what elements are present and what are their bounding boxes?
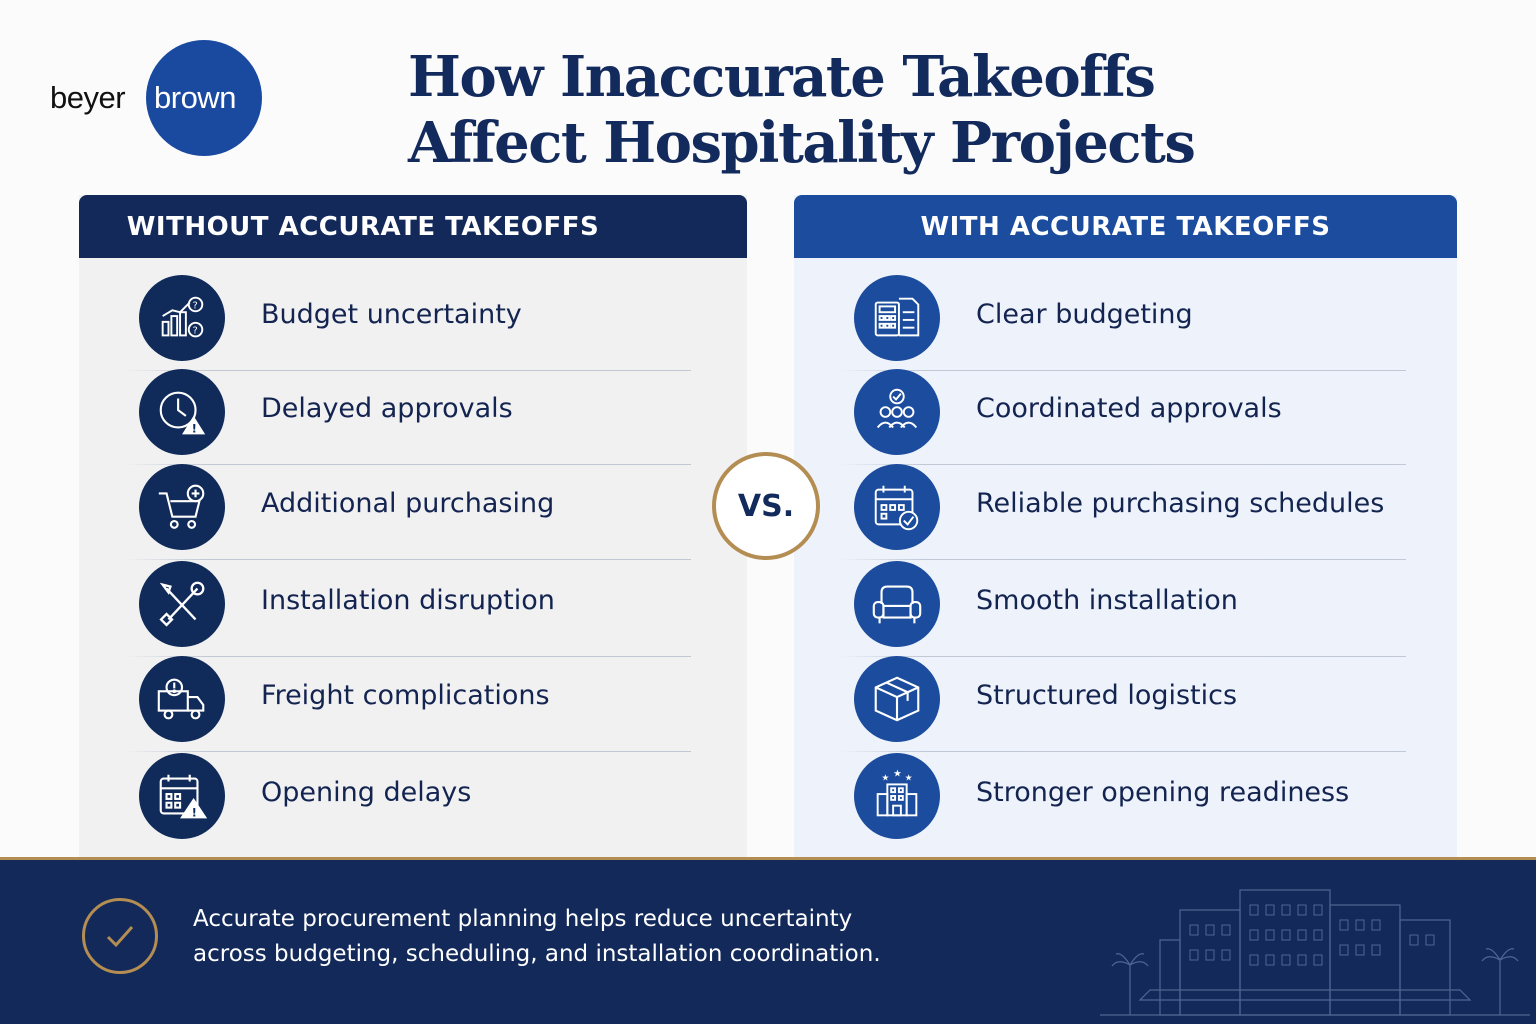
cart-plus-icon xyxy=(139,464,225,550)
svg-text:?: ? xyxy=(193,325,198,336)
list-item-label: Opening delays xyxy=(261,777,472,808)
list-item-structured-logistics: Structured logistics xyxy=(838,656,1406,752)
list-item-coordinated-approvals: Coordinated approvals xyxy=(838,369,1406,465)
calendar-check-icon xyxy=(854,464,940,550)
svg-text:★: ★ xyxy=(893,769,902,780)
list-item-label: Clear budgeting xyxy=(976,299,1193,330)
list-item-label: Coordinated approvals xyxy=(976,393,1282,424)
svg-text:?: ? xyxy=(193,300,198,311)
row-divider xyxy=(123,464,691,465)
box-icon xyxy=(854,656,940,742)
row-divider xyxy=(838,370,1406,371)
page-title: How Inaccurate Takeoffs Affect Hospitali… xyxy=(408,44,1308,176)
list-item-additional-purchasing: Additional purchasing xyxy=(123,464,691,560)
list-item-freight-complications: Freight complications xyxy=(123,656,691,752)
list-item-opening-delays: ! Opening delays xyxy=(123,753,691,849)
list-item-label: Installation disruption xyxy=(261,585,555,616)
list-item-label: Structured logistics xyxy=(976,680,1238,711)
hotel-stars-icon: ★ ★ ★ xyxy=(854,753,940,839)
armchair-icon xyxy=(854,561,940,647)
row-divider xyxy=(838,656,1406,657)
wrench-screwdriver-icon xyxy=(139,561,225,647)
list-item-smooth-installation: Smooth installation xyxy=(838,561,1406,657)
logo-circle xyxy=(146,40,262,156)
svg-text:!: ! xyxy=(192,805,197,819)
without-takeoffs-panel: WITHOUT ACCURATE TAKEOFFS ? ? Budget unc… xyxy=(79,195,747,857)
row-divider xyxy=(123,370,691,371)
svg-text:!: ! xyxy=(192,421,197,435)
vs-badge: VS. xyxy=(712,452,820,560)
row-divider xyxy=(123,656,691,657)
chart-question-icon: ? ? xyxy=(139,275,225,361)
row-divider xyxy=(123,559,691,560)
list-item-opening-readiness: ★ ★ ★ Stronger opening readiness xyxy=(838,753,1406,849)
logo-word-brown: brown xyxy=(154,80,236,115)
footer-banner: Accurate procurement planning helps redu… xyxy=(0,857,1536,1024)
list-item-label: Stronger opening readiness xyxy=(976,777,1350,808)
calendar-warning-icon: ! xyxy=(139,753,225,839)
page-title-line-2: Affect Hospitality Projects xyxy=(408,110,1196,176)
row-divider xyxy=(838,464,1406,465)
list-item-budget-uncertainty: ? ? Budget uncertainty xyxy=(123,275,691,371)
brand-logo: beyer brown xyxy=(50,40,270,156)
list-item-reliable-purchasing: Reliable purchasing schedules xyxy=(838,464,1406,560)
row-divider xyxy=(123,751,691,752)
truck-alert-icon xyxy=(139,656,225,742)
list-item-label: Additional purchasing xyxy=(261,488,555,519)
hotel-building-illustration xyxy=(1100,889,1530,1016)
clock-warning-icon: ! xyxy=(139,369,225,455)
list-item-label: Smooth installation xyxy=(976,585,1238,616)
list-item-delayed-approvals: ! Delayed approvals xyxy=(123,369,691,465)
calculator-document-icon xyxy=(854,275,940,361)
with-takeoffs-header: WITH ACCURATE TAKEOFFS xyxy=(794,195,1457,258)
check-circle-icon xyxy=(82,898,158,974)
footer-text-line-1: Accurate procurement planning helps redu… xyxy=(193,906,853,932)
svg-text:★: ★ xyxy=(882,774,890,784)
team-check-icon xyxy=(854,369,940,455)
with-takeoffs-panel: WITH ACCURATE TAKEOFFS Clear budgeting C… xyxy=(794,195,1457,857)
list-item-label: Freight complications xyxy=(261,680,550,711)
list-item-label: Budget uncertainty xyxy=(261,299,522,330)
without-takeoffs-header: WITHOUT ACCURATE TAKEOFFS xyxy=(79,195,747,258)
logo-word-beyer: beyer xyxy=(50,80,126,115)
list-item-label: Reliable purchasing schedules xyxy=(976,488,1385,519)
svg-text:★: ★ xyxy=(905,774,913,784)
list-item-installation-disruption: Installation disruption xyxy=(123,561,691,657)
list-item-label: Delayed approvals xyxy=(261,393,513,424)
footer-text-line-2: across budgeting, scheduling, and instal… xyxy=(193,941,881,967)
footer-text: Accurate procurement planning helps redu… xyxy=(193,902,881,972)
row-divider xyxy=(838,559,1406,560)
page-title-line-1: How Inaccurate Takeoffs xyxy=(408,44,1156,110)
row-divider xyxy=(838,751,1406,752)
list-item-clear-budgeting: Clear budgeting xyxy=(838,275,1406,371)
